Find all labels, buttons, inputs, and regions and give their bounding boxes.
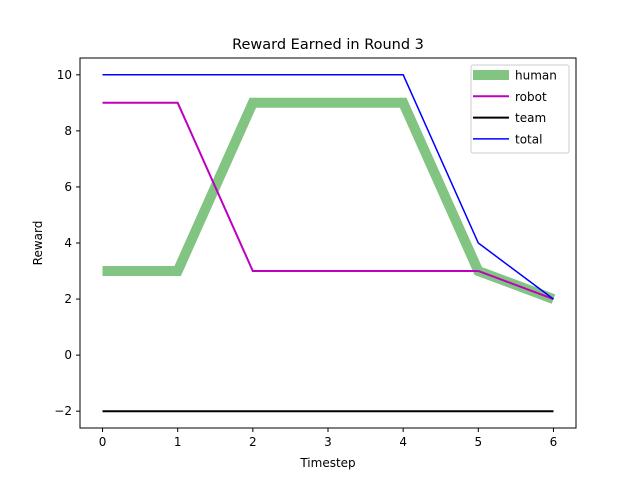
x-tick-label: 0 <box>99 435 107 449</box>
x-axis-label: Timestep <box>299 456 355 470</box>
legend-label-team: team <box>515 111 546 125</box>
y-tick-label: 2 <box>64 292 72 306</box>
legend-box <box>470 64 570 154</box>
x-tick-label: 3 <box>324 435 332 449</box>
y-tick-label: 6 <box>64 180 72 194</box>
y-axis: −2 0 2 4 6 8 10 <box>54 68 80 418</box>
legend-label-total: total <box>515 132 542 146</box>
y-tick-label: 4 <box>64 236 72 250</box>
x-tick-label: 5 <box>474 435 482 449</box>
x-tick-label: 1 <box>174 435 182 449</box>
series-layer <box>102 74 556 413</box>
legend: human robot team total <box>470 64 570 154</box>
chart-title: Reward Earned in Round 3 <box>232 37 424 53</box>
x-tick-label: 2 <box>249 435 257 449</box>
series-line-total <box>102 74 554 300</box>
y-tick-label: 0 <box>64 348 72 362</box>
y-tick-label: −2 <box>54 404 72 418</box>
x-tick-label: 6 <box>550 435 558 449</box>
x-tick-label: 4 <box>399 435 407 449</box>
y-axis-label: Reward <box>31 221 45 266</box>
y-tick-label: 8 <box>64 124 72 138</box>
legend-label-robot: robot <box>515 90 547 104</box>
y-tick-label: 10 <box>57 68 72 82</box>
series-line-robot <box>102 101 554 301</box>
legend-label-human: human <box>515 69 557 83</box>
x-axis: 0 1 2 3 4 5 6 <box>99 428 558 449</box>
